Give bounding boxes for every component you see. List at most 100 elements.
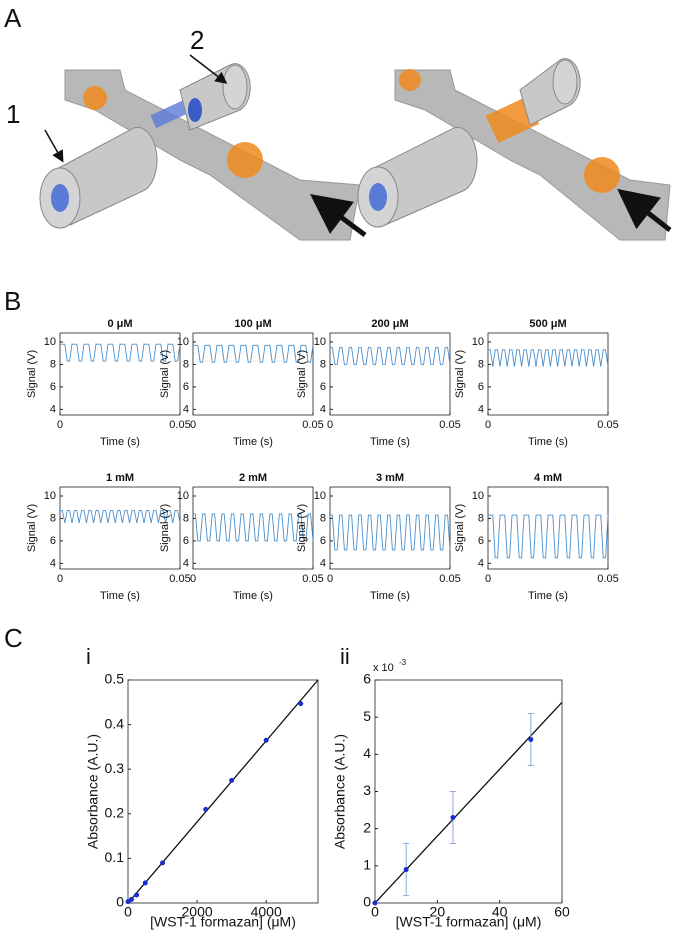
y-axis-label: Signal (V) (454, 504, 466, 552)
x-tick-label: 0 (327, 419, 333, 431)
y-tick-label: 8 (50, 358, 56, 370)
x-tick-label: 0.05 (302, 573, 323, 585)
y-tick-label: 6 (50, 381, 56, 393)
x-tick-label: 0 (57, 419, 63, 431)
plot-frame (59, 486, 181, 570)
device-label: 1 (6, 99, 20, 129)
facet-title: 100 μM (234, 318, 271, 330)
signal-trace (193, 513, 314, 542)
x-tick-label: 0.05 (169, 419, 190, 431)
panel-label: B (4, 286, 21, 316)
y-tick-label: 4 (478, 403, 484, 415)
plot-frame (192, 332, 314, 416)
y-tick-label: 0.4 (105, 715, 125, 731)
plot-frame (329, 332, 451, 416)
facet-title: 2 mM (239, 472, 267, 484)
x-axis-label: Time (s) (528, 590, 568, 602)
data-point (450, 815, 456, 821)
device-illustration (39, 54, 672, 241)
x-tick-label: 0.05 (439, 573, 460, 585)
plot-frame (487, 486, 609, 570)
y-multiplier-exponent: -3 (399, 658, 407, 667)
x-tick-label: 0 (190, 419, 196, 431)
y-tick-label: 4 (50, 557, 56, 569)
y-tick-label: 6 (363, 671, 371, 687)
y-tick-label: 4 (363, 745, 371, 761)
x-tick-label: 0.05 (597, 419, 618, 431)
x-tick-label: 40 (492, 904, 508, 920)
x-axis-label: Time (s) (100, 436, 140, 448)
facet-title: 3 mM (376, 472, 404, 484)
fit-line (127, 679, 319, 904)
y-tick-label: 10 (177, 490, 189, 502)
data-point (134, 892, 140, 898)
signal-trace (330, 514, 451, 551)
subpanel-label: ii (340, 644, 350, 669)
y-axis-label: Signal (V) (454, 350, 466, 398)
y-tick-label: 0.3 (105, 760, 125, 776)
x-tick-label: 60 (554, 904, 570, 920)
facet-title: 0 μM (107, 318, 132, 330)
signal-trace (488, 514, 609, 559)
y-tick-label: 4 (478, 557, 484, 569)
facet-title: 500 μM (529, 318, 566, 330)
y-tick-label: 6 (50, 535, 56, 547)
data-point (298, 701, 304, 707)
y-tick-label: 8 (478, 512, 484, 524)
y-axis-label: Absorbance (A.U.) (332, 734, 348, 849)
signal-trace (60, 343, 181, 362)
facet-title: 4 mM (534, 472, 562, 484)
y-tick-label: 0 (363, 894, 371, 910)
y-tick-label: 1 (363, 857, 371, 873)
y-tick-label: 10 (177, 336, 189, 348)
data-point (128, 896, 134, 902)
y-tick-label: 8 (183, 358, 189, 370)
y-tick-label: 8 (320, 512, 326, 524)
signal-trace (488, 349, 609, 367)
y-tick-label: 6 (320, 535, 326, 547)
plot-frame (127, 679, 319, 904)
data-point (229, 777, 235, 783)
x-tick-label: 0.05 (439, 419, 460, 431)
y-multiplier: x 10 (373, 662, 394, 674)
signal-trace (193, 344, 314, 363)
y-tick-label: 10 (472, 490, 484, 502)
y-tick-label: 4 (183, 557, 189, 569)
fit-line (374, 701, 563, 904)
x-tick-label: 4000 (251, 904, 282, 920)
x-axis-label: Time (s) (100, 590, 140, 602)
x-tick-label: 2000 (182, 904, 213, 920)
y-axis-label: Signal (V) (159, 350, 171, 398)
panel-label: A (4, 3, 22, 33)
y-tick-label: 5 (363, 708, 371, 724)
data-point (403, 867, 409, 873)
y-axis-label: Signal (V) (26, 350, 38, 398)
y-tick-label: 4 (50, 403, 56, 415)
x-tick-label: 0 (485, 573, 491, 585)
y-tick-label: 6 (183, 381, 189, 393)
device-label: 2 (190, 25, 204, 55)
data-point (142, 880, 148, 886)
facet-title: 1 mM (106, 472, 134, 484)
plot-frame (59, 332, 181, 416)
signal-trace (330, 347, 451, 365)
x-axis-label: Time (s) (370, 590, 410, 602)
y-tick-label: 6 (183, 535, 189, 547)
plot-frame (487, 332, 609, 416)
y-tick-label: 3 (363, 782, 371, 798)
y-tick-label: 8 (478, 358, 484, 370)
data-point (263, 737, 269, 743)
data-point (528, 736, 534, 742)
y-axis-label: Signal (V) (296, 504, 308, 552)
x-tick-label: 0 (371, 904, 379, 920)
x-tick-label: 0 (485, 419, 491, 431)
x-tick-label: 0 (327, 573, 333, 585)
x-axis-label: Time (s) (370, 436, 410, 448)
facet-title: 200 μM (371, 318, 408, 330)
y-tick-label: 0.5 (105, 671, 125, 687)
subpanel-label: i (86, 644, 91, 669)
y-axis-label: Signal (V) (159, 504, 171, 552)
signal-trace (60, 510, 181, 524)
x-tick-label: 20 (430, 904, 446, 920)
